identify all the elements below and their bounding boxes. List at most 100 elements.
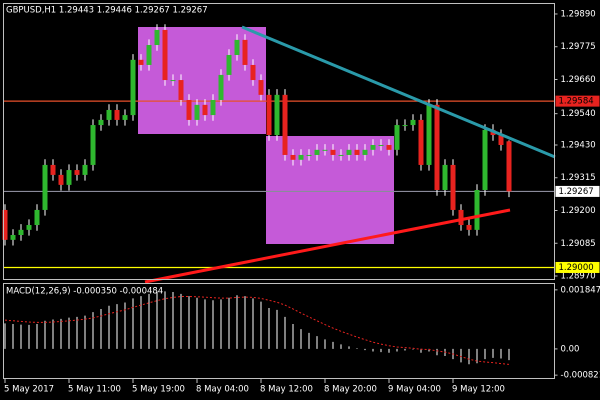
candle-body	[442, 164, 448, 190]
price-label: 1.29000	[559, 263, 594, 273]
candle-body	[18, 229, 24, 235]
candle-body	[458, 209, 464, 226]
y-tick-label: 1.29775	[561, 42, 596, 52]
candle-body	[410, 119, 416, 126]
candle-body	[394, 125, 400, 150]
candle-body	[426, 104, 432, 165]
x-tick-label: 8 May 12:00	[260, 385, 313, 395]
candle-body	[298, 154, 304, 160]
candle-body	[170, 80, 176, 82]
x-tick-label: 5 May 2017	[4, 385, 54, 395]
candle-body	[474, 189, 480, 230]
candle-body	[266, 94, 272, 136]
candle-body	[274, 94, 280, 136]
candle-body	[106, 109, 112, 120]
candle-body	[90, 125, 96, 165]
candle-body	[146, 45, 152, 65]
candle-body	[330, 149, 336, 155]
candle-body	[226, 54, 232, 75]
candle-body	[202, 104, 208, 116]
main-frame	[3, 3, 555, 280]
x-tick-label: 5 May 19:00	[132, 385, 185, 395]
candle-body	[2, 209, 8, 240]
candle-body	[82, 164, 88, 175]
trend-line	[144, 208, 511, 284]
macd-y-tick-label: 0.00	[561, 344, 580, 354]
candle-body	[162, 29, 168, 81]
macd-y-tick-label: -0.000821	[561, 371, 600, 381]
candle-body	[402, 125, 408, 127]
y-tick-label: 1.29200	[561, 206, 596, 216]
marks	[2, 24, 512, 365]
candle-body	[434, 104, 440, 190]
candle-body	[354, 149, 360, 155]
x-tick-label: 5 May 11:00	[68, 385, 121, 395]
candle-body	[290, 154, 296, 160]
candle-body	[378, 144, 384, 146]
candle-body	[218, 74, 224, 100]
price-label-bg	[555, 185, 600, 197]
candle-body	[450, 164, 456, 210]
y-tick-label: 1.29890	[561, 9, 596, 19]
candle-body	[58, 174, 64, 185]
candle-body	[506, 141, 512, 192]
y-tick-label: 1.29540	[561, 109, 596, 119]
macd-title: MACD(12,26,9) -0.000350 -0.000484	[6, 287, 163, 297]
candle-body	[338, 154, 344, 156]
price-label: 1.29267	[559, 187, 594, 197]
labels: 1.29890 1.29775 1.29660 1.29540 1.29430 1.293…	[4, 9, 600, 394]
y-tick-label: 1.29085	[561, 239, 596, 249]
candle-body	[210, 99, 216, 116]
candle-body	[178, 80, 184, 100]
chart-title: GBPUSD,H1 1.29443 1.29446 1.29267 1.2926…	[6, 6, 208, 16]
trend-line	[241, 25, 556, 159]
candle-body	[66, 170, 72, 185]
candle-body	[234, 39, 240, 55]
drawings-front	[144, 25, 556, 284]
x-tick-label: 8 May 04:00	[196, 385, 249, 395]
candle-body	[154, 29, 160, 46]
candle-body	[42, 164, 48, 210]
x-tick-label: 9 May 12:00	[452, 385, 505, 395]
candle-body	[138, 59, 144, 65]
price-label-bg	[555, 95, 600, 107]
candle-body	[306, 154, 312, 156]
y-tick-label: 1.28970	[561, 272, 596, 282]
candle-body	[242, 39, 248, 65]
candle-body	[282, 94, 288, 155]
macd-frame	[3, 283, 555, 379]
macd-signal	[4, 295, 510, 365]
candle-body	[50, 164, 56, 175]
candle-body	[122, 115, 128, 120]
candle-body	[498, 135, 504, 145]
candle-body	[34, 209, 40, 226]
candle-body	[314, 149, 320, 155]
price-label-bg	[555, 261, 600, 273]
candle-body	[114, 109, 120, 120]
candle-body	[418, 119, 424, 165]
macd-y-tick-label: 0.001847	[561, 285, 600, 295]
y-tick-label: 1.29660	[561, 75, 596, 85]
candle-body	[466, 225, 472, 230]
candle-body	[482, 129, 488, 190]
candle-body	[362, 149, 368, 155]
y-tick-label: 1.29315	[561, 173, 596, 183]
candle-body	[26, 225, 32, 230]
candle-body	[10, 234, 16, 240]
candle-body	[98, 119, 104, 126]
candle-body	[186, 99, 192, 120]
candle-body	[346, 149, 352, 155]
x-tick-label: 9 May 04:00	[388, 385, 441, 395]
candle-body	[250, 64, 256, 81]
price-label: 1.29584	[559, 97, 594, 107]
y-tick-label: 1.29430	[561, 140, 596, 150]
x-tick-label: 8 May 20:00	[324, 385, 377, 395]
candle-body	[194, 104, 200, 120]
candle-body	[370, 144, 376, 150]
candle-body	[322, 149, 328, 151]
candle-body	[130, 59, 136, 116]
candle-body	[386, 144, 392, 150]
candle-body	[258, 80, 264, 95]
candle-body	[74, 170, 80, 175]
